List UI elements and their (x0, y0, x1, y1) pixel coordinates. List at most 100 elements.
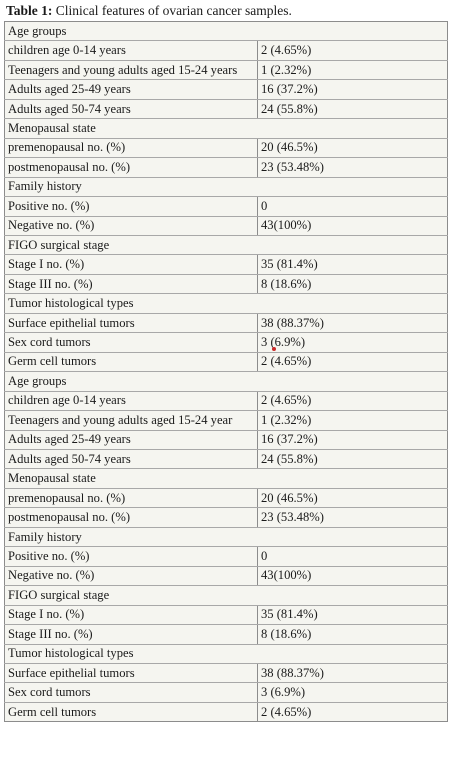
table-row: children age 0-14 years 2 (4.65%) (4, 391, 448, 412)
row-label: Stage III no. (%) (4, 274, 258, 295)
table-row: Sex cord tumors 3 (6.9%) (4, 332, 448, 353)
table-row: Germ cell tumors 2 (4.65%) (5, 702, 448, 722)
row-label: postmenopausal no. (%) (4, 157, 258, 178)
table-row: Stage III no. (%) 8 (18.6%) (4, 274, 448, 295)
section-row: FIGO surgical stage (4, 585, 448, 606)
table-row: Teenagers and young adults aged 15-24 ye… (4, 60, 448, 81)
row-value: 38 (88.37%) (257, 663, 448, 684)
row-value: 23 (53.48%) (257, 157, 448, 178)
row-label: Stage I no. (%) (4, 605, 258, 626)
row-label: Adults aged 50-74 years (4, 449, 258, 470)
row-label: Positive no. (%) (4, 546, 258, 567)
row-label: premenopausal no. (%) (4, 138, 258, 159)
row-label: Negative no. (%) (4, 566, 258, 587)
row-value: 1 (2.32%) (257, 410, 448, 431)
section-heading: Menopausal state (4, 468, 448, 489)
row-label: Teenagers and young adults aged 15-24 ye… (4, 410, 258, 431)
row-label: Sex cord tumors (4, 332, 258, 353)
section-row: FIGO surgical stage (4, 235, 448, 256)
section-row: Age groups (4, 21, 448, 42)
row-value: 23 (53.48%) (257, 507, 448, 528)
row-label: Adults aged 25-49 years (4, 79, 258, 100)
row-label: Negative no. (%) (4, 216, 258, 236)
row-value: 24 (55.8%) (257, 99, 448, 120)
row-label: Germ cell tumors (4, 352, 258, 373)
row-label: Germ cell tumors (8, 704, 97, 719)
table-row: Adults aged 25-49 years 16 (37.2%) (4, 79, 448, 100)
row-label: Stage III no. (%) (4, 624, 258, 645)
red-dot-marker (272, 347, 276, 351)
table-body: Age groups children age 0-14 years 2 (4.65… (4, 21, 448, 722)
table-row: Adults aged 50-74 years 24 (55.8%) (4, 99, 448, 120)
section-heading: Tumor histological types (4, 293, 448, 314)
table-caption-label: Table 1: (6, 3, 53, 18)
row-value: 20 (46.5%) (257, 488, 448, 509)
row-value: 1 (2.32%) (257, 60, 448, 81)
table-row: children age 0-14 years 2 (4.65%) (4, 40, 448, 61)
row-value: 43(100%) (257, 216, 448, 236)
row-label: premenopausal no. (%) (4, 488, 258, 509)
row-value: 8 (18.6%) (257, 274, 448, 295)
table-row: Adults aged 25-49 years 16 (37.2%) (4, 430, 448, 450)
section-heading: Menopausal state (4, 118, 448, 139)
table-row: Positive no. (%) 0 (4, 196, 448, 217)
section-row: Menopausal state (4, 468, 448, 489)
row-label: Surface epithelial tumors (4, 663, 258, 684)
table-row: Teenagers and young adults aged 15-24 ye… (4, 410, 448, 431)
section-heading: Tumor histological types (4, 644, 448, 664)
section-heading: FIGO surgical stage (4, 235, 448, 256)
table-row: postmenopausal no. (%) 23 (53.48%) (4, 157, 448, 178)
section-heading: FIGO surgical stage (4, 585, 448, 606)
section-heading: Age groups (4, 371, 448, 392)
table-row: premenopausal no. (%) 20 (46.5%) (4, 138, 448, 159)
row-label: Surface epithelial tumors (4, 313, 258, 334)
row-value: 0 (257, 546, 448, 567)
row-value: 2 (4.65%) (257, 40, 448, 61)
table-row: Surface epithelial tumors 38 (88.37%) (4, 313, 448, 334)
table-row: Stage I no. (%) 35 (81.4%) (4, 605, 448, 626)
row-value: 0 (257, 196, 448, 217)
table-row: Sex cord tumors 3 (6.9%) (4, 682, 448, 703)
row-value: 16 (37.2%) (257, 79, 448, 100)
table-row: Surface epithelial tumors 38 (88.37%) (4, 663, 448, 684)
table-row: Stage III no. (%) 8 (18.6%) (4, 624, 448, 645)
row-value: 43(100%) (257, 566, 448, 587)
row-label: Sex cord tumors (4, 682, 258, 703)
table-row: Germ cell tumors 2 (4.65%) (4, 352, 448, 373)
row-label: children age 0-14 years (4, 391, 258, 412)
row-label: Positive no. (%) (4, 196, 258, 217)
row-value: 16 (37.2%) (257, 430, 448, 450)
row-label: postmenopausal no. (%) (4, 507, 258, 528)
row-value: 35 (81.4%) (257, 254, 448, 275)
row-label: Adults aged 50-74 years (4, 99, 258, 120)
section-heading: Family history (4, 527, 448, 548)
row-value: 3 (6.9%) (257, 332, 448, 353)
row-value: 2 (4.65%) (257, 352, 448, 373)
row-value: 38 (88.37%) (257, 313, 448, 334)
row-label: children age 0-14 years (4, 40, 258, 61)
section-row: Tumor histological types (4, 644, 448, 664)
clinical-features-table: Age groups children age 0-14 years 2 (4.65… (4, 21, 448, 723)
row-label: Teenagers and young adults aged 15-24 ye… (4, 60, 258, 81)
table-row: premenopausal no. (%) 20 (46.5%) (4, 488, 448, 509)
table-caption: Table 1: Clinical features of ovarian ca… (0, 0, 452, 21)
row-value: 20 (46.5%) (257, 138, 448, 159)
section-row: Age groups (4, 371, 448, 392)
row-label: Stage I no. (%) (4, 254, 258, 275)
section-heading: Family history (4, 177, 448, 198)
row-value: 3 (6.9%) (257, 682, 448, 703)
row-label: Adults aged 25-49 years (4, 430, 258, 450)
table-caption-text: Clinical features of ovarian cancer samp… (52, 3, 292, 18)
section-row: Family history (4, 177, 448, 198)
table-row: Negative no. (%) 43(100%) (4, 216, 448, 236)
section-row: Tumor histological types (4, 293, 448, 314)
table-row: Stage I no. (%) 35 (81.4%) (4, 254, 448, 275)
row-value: 2 (4.65%) (257, 702, 448, 722)
row-value: 24 (55.8%) (257, 449, 448, 470)
section-heading: Age groups (4, 21, 448, 42)
table-row: postmenopausal no. (%) 23 (53.48%) (4, 507, 448, 528)
row-value: 2 (4.65%) (257, 391, 448, 412)
row-value: 8 (18.6%) (257, 624, 448, 645)
table-row: Negative no. (%) 43(100%) (4, 566, 448, 587)
row-value: 35 (81.4%) (257, 605, 448, 626)
